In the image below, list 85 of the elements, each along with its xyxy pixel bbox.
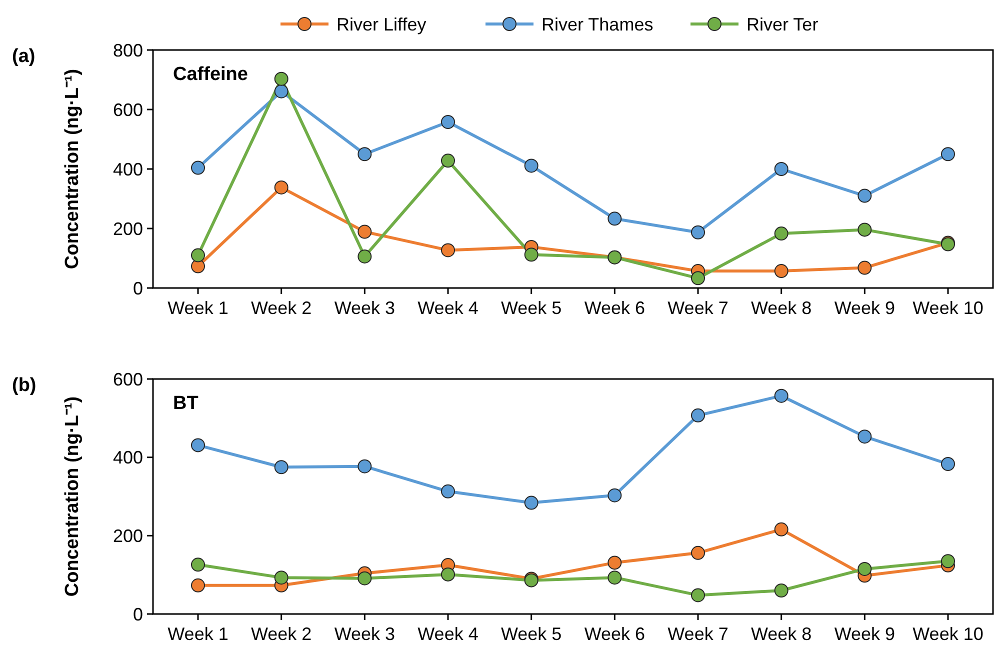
point	[608, 570, 622, 585]
x-tick-label: Week 6	[584, 624, 646, 644]
x-tick-label: Week 10	[912, 624, 984, 644]
y-tick-label: 400	[112, 448, 143, 468]
y-tick-label: 400	[112, 159, 143, 180]
x-tick-label: Week 1	[168, 298, 228, 318]
x-tick-label: Week 9	[834, 624, 896, 644]
point	[524, 496, 538, 510]
point	[191, 248, 205, 262]
point	[441, 154, 455, 168]
y-tick-label: 800	[112, 40, 143, 60]
point	[358, 571, 372, 586]
point	[274, 72, 288, 86]
y-tick-label: 0	[132, 278, 143, 298]
point	[774, 226, 788, 241]
y-axis-title: Concentration (ng·L⁻¹)	[62, 68, 83, 270]
point	[608, 556, 622, 570]
chart-subtitle: (b)	[12, 375, 36, 396]
x-tick-label: Week 1	[168, 624, 228, 644]
x-tick-label: Week 3	[334, 298, 396, 318]
point	[691, 408, 705, 422]
point	[274, 570, 288, 585]
point	[774, 388, 788, 403]
y-tick-label: 200	[112, 218, 143, 239]
y-tick-label: 0	[132, 604, 143, 624]
point	[774, 162, 788, 176]
point	[524, 248, 538, 262]
x-tick-label: Week 4	[418, 298, 478, 318]
point	[691, 225, 705, 240]
point	[858, 222, 872, 237]
point	[441, 243, 455, 258]
point	[191, 558, 205, 572]
text: Caffeine	[173, 64, 248, 85]
x-tick-label: Week 3	[334, 624, 396, 644]
point	[274, 180, 288, 194]
point	[358, 249, 372, 264]
point	[191, 438, 205, 452]
point	[774, 264, 788, 278]
y-axis-title: Concentration (ng·L⁻¹)	[62, 396, 83, 597]
point	[358, 459, 372, 474]
point	[691, 546, 705, 560]
y-tick-label: 600	[112, 100, 143, 120]
x-tick-label: Week 2	[250, 298, 312, 318]
chart-subtitle: (a)	[12, 46, 36, 67]
x-tick-label: Week 7	[668, 624, 728, 644]
y-tick-label: 200	[112, 526, 143, 546]
x-tick-label: Week 2	[250, 624, 312, 644]
y-tick-label: 600	[112, 369, 143, 390]
point	[441, 567, 455, 582]
point	[191, 578, 205, 592]
legend-label: River Thames	[542, 14, 654, 34]
point	[608, 488, 622, 502]
point	[191, 259, 205, 274]
x-tick-label: Week 8	[750, 298, 812, 318]
point	[941, 456, 955, 471]
x-tick-label: Week 8	[750, 624, 812, 644]
point	[441, 114, 455, 129]
point	[691, 271, 705, 286]
point	[358, 224, 372, 239]
x-tick-label: Week 5	[500, 298, 562, 318]
point	[858, 430, 872, 444]
point	[941, 147, 955, 162]
point	[524, 158, 538, 173]
x-tick-label: Week 7	[668, 298, 728, 318]
point	[441, 484, 455, 498]
point	[858, 188, 872, 203]
point	[608, 212, 622, 226]
point	[774, 522, 788, 536]
legend-label: River Liffey	[336, 14, 426, 34]
point	[274, 84, 288, 98]
point	[774, 584, 788, 598]
point	[858, 260, 872, 275]
point	[274, 460, 288, 474]
x-tick-label: Week 9	[834, 298, 896, 318]
x-tick-label: Week 10	[912, 298, 984, 318]
text: BT	[173, 393, 199, 414]
point	[691, 588, 705, 602]
point	[358, 147, 372, 162]
x-tick-label: Week 4	[418, 624, 478, 644]
legend-label: River Ter	[746, 14, 818, 34]
point	[191, 160, 205, 175]
x-tick-label: Week 5	[500, 624, 562, 644]
point	[941, 554, 955, 568]
x-tick-label: Week 6	[584, 298, 646, 318]
point	[858, 562, 872, 576]
